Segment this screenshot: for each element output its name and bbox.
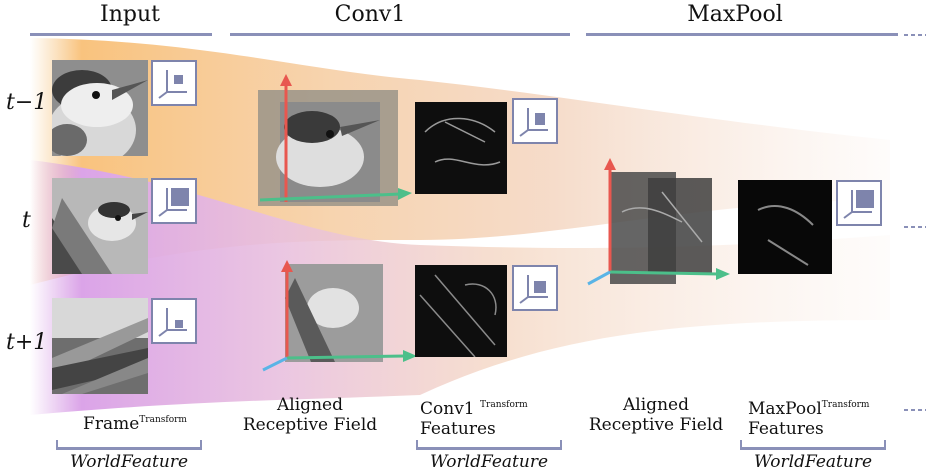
continuation-dashes-middle — [904, 226, 926, 228]
worldfeature-bracket-input — [56, 440, 202, 450]
caption-conv1-transform-features: Conv1 Transform Features — [420, 399, 528, 439]
transform-icon — [512, 265, 558, 311]
transform-icon — [151, 298, 197, 344]
worldfeature-bracket-conv1 — [416, 440, 562, 450]
stage-title-maxpool: MaxPool — [687, 2, 783, 27]
transform-icon — [151, 178, 197, 224]
worldfeature-bracket-maxpool — [740, 440, 886, 450]
caption-aligned-rf-maxpool: Aligned Receptive Field — [588, 395, 724, 435]
input-frame-t-plus-1 — [52, 298, 148, 394]
maxpool-feature-map — [738, 180, 832, 274]
aligned-receptive-field-lower — [262, 260, 417, 372]
input-frame-t-minus-1 — [52, 60, 148, 156]
row-label-t-plus-1: t+1 — [6, 330, 48, 355]
stage-rule-input — [30, 33, 212, 36]
transform-icon — [836, 180, 882, 226]
caption-frame-transform: FrameTransform — [83, 414, 187, 434]
input-frame-t — [52, 178, 148, 274]
conv1-feature-map-upper — [415, 102, 507, 194]
aligned-receptive-field-upper — [258, 74, 412, 206]
stage-rule-maxpool — [586, 33, 898, 36]
stage-title-conv1: Conv1 — [334, 2, 406, 27]
conv1-feature-map-lower — [415, 265, 507, 357]
row-label-t-minus-1: t−1 — [6, 90, 48, 115]
caption-aligned-rf-conv1: Aligned Receptive Field — [242, 395, 378, 435]
worldfeature-label-maxpool: WorldFeature — [753, 452, 873, 472]
continuation-dashes-bottom — [904, 409, 926, 411]
worldfeature-label-conv1: WorldFeature — [429, 452, 549, 472]
transform-icon — [151, 60, 197, 106]
worldfeature-label-input: WorldFeature — [69, 452, 189, 472]
maxpool-aligned-receptive-field — [587, 158, 730, 286]
row-label-t: t — [22, 208, 31, 233]
continuation-dashes-top — [904, 34, 926, 36]
stage-rule-conv1 — [230, 33, 570, 36]
transform-icon — [512, 98, 558, 144]
stage-title-input: Input — [100, 2, 160, 27]
caption-maxpool-transform-features: MaxPoolTransform Features — [748, 399, 870, 439]
